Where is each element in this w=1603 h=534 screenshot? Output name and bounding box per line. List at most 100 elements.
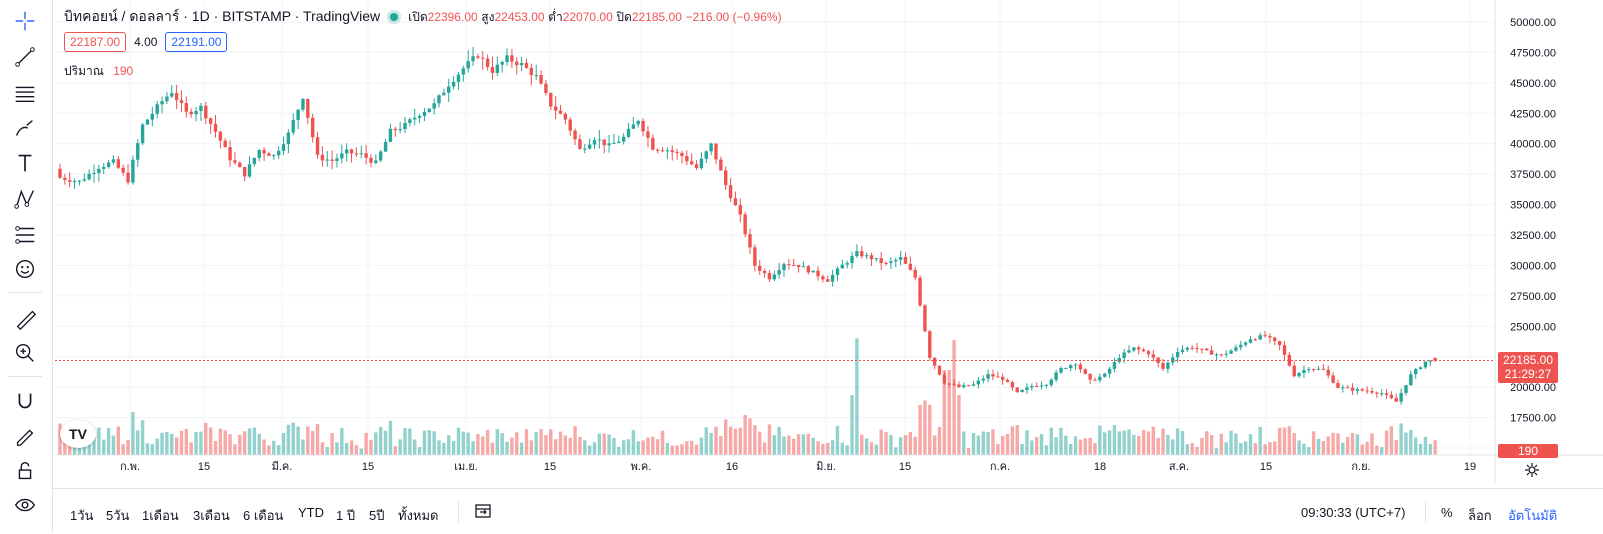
candle-body	[310, 117, 315, 138]
volume-bar	[655, 439, 660, 455]
volume-bar	[417, 447, 422, 455]
range-1d[interactable]: 1วัน	[70, 508, 94, 523]
emoji-icon[interactable]	[10, 254, 40, 284]
volume-legend: ปริมาณ 190	[64, 62, 133, 81]
volume-bar	[252, 427, 257, 455]
volume-bar	[908, 431, 913, 455]
chart-legend: บิทคอยน์ / ดอลลาร์ · 1D · BITSTAMP · Tra…	[64, 6, 782, 28]
range-1y[interactable]: 1 ปี	[336, 508, 356, 523]
symbol-title[interactable]: บิทคอยน์ / ดอลลาร์ · 1D · BITSTAMP · Tra…	[64, 8, 381, 24]
volume-bar	[199, 431, 203, 455]
volume-bar	[621, 440, 626, 455]
range-all[interactable]: ทั้งหมด	[398, 508, 439, 523]
pattern-icon[interactable]	[10, 184, 40, 214]
volume-bar	[889, 435, 893, 455]
range-1m[interactable]: 1เดือน	[142, 508, 179, 523]
volume-bar	[238, 434, 242, 455]
volume-bar	[126, 439, 130, 455]
candle-body	[364, 153, 368, 158]
volume-bar	[670, 445, 674, 455]
candle-body	[1200, 348, 1204, 350]
candle-body	[63, 177, 67, 181]
date-range-icon[interactable]	[473, 501, 493, 524]
y-tick-label: 35000.00	[1510, 200, 1556, 212]
volume-bar	[476, 434, 480, 455]
volume-bar	[597, 433, 602, 455]
x-tick-label: 19	[1464, 461, 1476, 473]
trend-line-icon[interactable]	[10, 42, 40, 72]
eye-icon[interactable]	[10, 490, 40, 520]
candle-body	[1321, 368, 1326, 370]
volume-bar	[587, 445, 592, 455]
horizontal-lines-icon[interactable]	[10, 78, 40, 108]
lock-pencil-icon[interactable]	[10, 420, 40, 450]
volume-value: 190	[113, 64, 134, 78]
candle-body	[349, 149, 354, 154]
x-tick-label: 18	[1094, 461, 1106, 473]
candle-body	[777, 270, 781, 275]
candle-body	[447, 86, 451, 93]
brush-icon[interactable]	[10, 114, 40, 144]
range-6m[interactable]: 6 เดือน	[243, 508, 284, 523]
range-3m[interactable]: 3เดือน	[193, 508, 230, 523]
lock-icon[interactable]	[10, 456, 40, 486]
candle-body	[1350, 387, 1355, 391]
candle-body	[923, 305, 927, 332]
volume-bar	[379, 426, 383, 455]
candle-body	[636, 120, 640, 125]
clock-time[interactable]: 09:30:33 (UTC+7)	[1301, 505, 1406, 520]
volume-bar	[466, 432, 470, 455]
volume-bar	[1258, 426, 1262, 455]
candle-body	[505, 55, 509, 62]
volume-bar	[845, 445, 849, 455]
volume-bar	[1404, 432, 1408, 455]
volume-bar	[714, 426, 718, 455]
candle-body	[1404, 385, 1408, 393]
tradingview-logo[interactable]: TV	[60, 420, 96, 448]
range-5y[interactable]: 5ปี	[369, 508, 385, 523]
volume-bar	[92, 437, 96, 455]
candle-body	[976, 380, 981, 385]
candle-body	[724, 170, 728, 186]
candle-body	[952, 383, 956, 385]
zoom-in-icon[interactable]	[10, 338, 40, 368]
candle-body	[354, 153, 359, 155]
volume-bar	[320, 442, 325, 455]
volume-bar	[1239, 443, 1243, 455]
candle-body	[796, 265, 801, 268]
change-value: −216.00 (−0.96%)	[685, 9, 782, 24]
crosshair-icon[interactable]	[10, 6, 40, 36]
settings-gear-icon[interactable]	[1524, 462, 1540, 478]
volume-bar	[1311, 431, 1316, 455]
candle-body	[772, 274, 776, 280]
candle-body	[957, 384, 961, 388]
candle-body	[539, 75, 543, 84]
volume-bar	[1433, 440, 1437, 455]
volume-bar	[267, 445, 271, 455]
candle-body	[1409, 374, 1413, 386]
range-ytd[interactable]: YTD	[298, 505, 324, 520]
text-icon[interactable]	[10, 148, 40, 178]
volume-bar	[743, 415, 747, 455]
log-toggle[interactable]: ล็อก	[1468, 508, 1492, 523]
candle-body	[1253, 339, 1258, 341]
buy-price-box[interactable]: 22191.00	[165, 32, 228, 52]
y-tick-label: 50000.00	[1510, 17, 1556, 29]
candle-body	[889, 261, 893, 264]
candle-body	[1190, 347, 1194, 349]
percent-toggle[interactable]: %	[1441, 505, 1453, 520]
candle-body	[145, 119, 150, 125]
volume-bar	[369, 439, 373, 455]
candle-body	[898, 257, 903, 260]
auto-scale-toggle[interactable]: อัตโนมัติ	[1508, 508, 1558, 523]
ruler-icon[interactable]	[10, 304, 40, 334]
sell-price-box[interactable]: 22187.00	[64, 32, 127, 52]
range-5d[interactable]: 5วัน	[106, 508, 130, 523]
volume-bar	[184, 428, 189, 455]
low-value: 22070.00	[562, 9, 613, 24]
price-chart[interactable]: 50000.00 47500.00 45000.00 42500.00 40000.00…	[0, 0, 1603, 488]
candle-body	[369, 157, 373, 163]
measure-lines-icon[interactable]	[10, 220, 40, 250]
magnet-icon[interactable]	[10, 386, 40, 416]
volume-bar	[850, 395, 854, 455]
